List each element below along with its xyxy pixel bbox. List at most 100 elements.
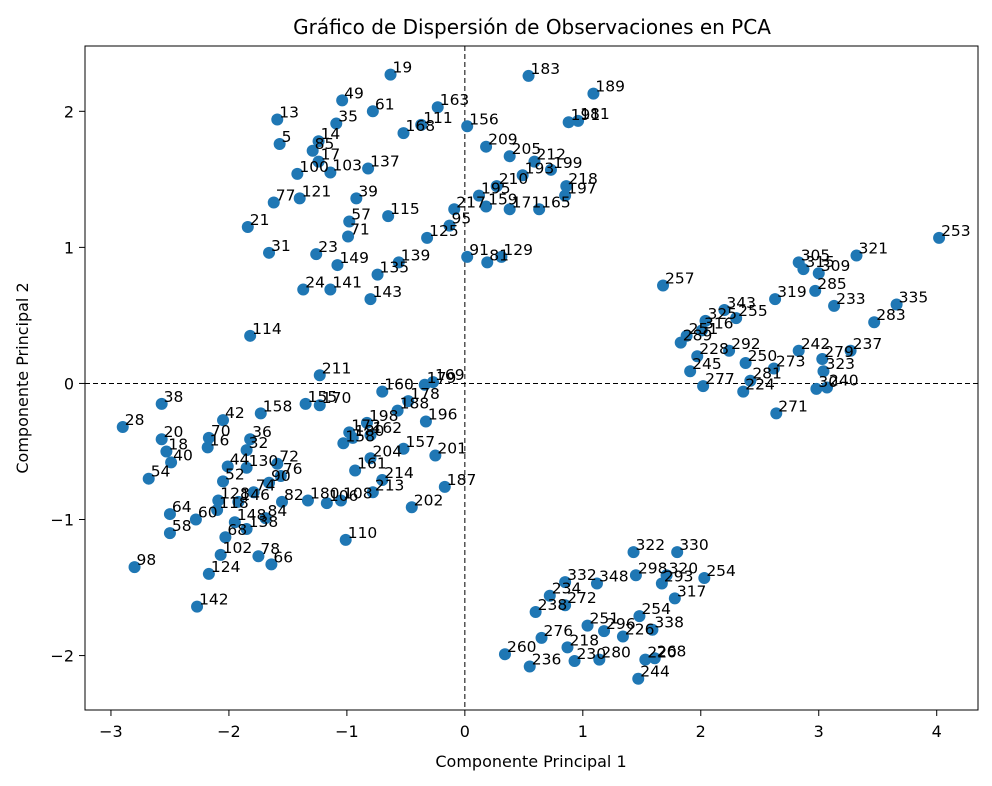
- point-label: 159: [488, 191, 518, 209]
- scatter-points: [116, 68, 946, 685]
- scatter-point: [481, 256, 494, 269]
- point-label: 42: [225, 404, 245, 422]
- point-label: 111: [423, 109, 453, 127]
- point-label: 325: [707, 305, 737, 323]
- scatter-point: [593, 653, 606, 666]
- point-label: 44: [230, 450, 250, 468]
- point-label: 332: [567, 566, 597, 584]
- scatter-point: [306, 144, 319, 157]
- scatter-point: [533, 203, 546, 216]
- scatter-point: [312, 155, 325, 168]
- point-label: 233: [836, 290, 866, 308]
- point-label: 315: [805, 253, 835, 271]
- point-label: 20: [164, 423, 184, 441]
- point-label: 178: [410, 385, 440, 403]
- point-label: 110: [348, 524, 378, 542]
- point-label: 188: [400, 395, 430, 413]
- scatter-point: [817, 365, 830, 378]
- scatter-point: [310, 248, 323, 261]
- scatter-point: [691, 350, 704, 363]
- point-label: 234: [552, 580, 582, 598]
- scatter-point: [429, 449, 442, 462]
- x-axis-ticks: −3 −2 −1 0 1 2 3 4: [99, 710, 942, 741]
- scatter-point: [273, 137, 286, 150]
- scatter-point: [364, 429, 377, 442]
- point-label: 268: [657, 642, 687, 660]
- scatter-point: [339, 533, 352, 546]
- point-label: 66: [273, 548, 293, 566]
- point-label: 149: [339, 249, 369, 267]
- scatter-point: [671, 546, 684, 559]
- point-label: 13: [279, 103, 299, 121]
- scatter-point: [155, 397, 168, 410]
- chart-title: Gráfico de Dispersión de Observaciones e…: [293, 15, 771, 39]
- point-label: 330: [679, 536, 709, 554]
- point-label: 343: [726, 294, 756, 312]
- scatter-point: [297, 283, 310, 296]
- scatter-point: [769, 293, 782, 306]
- point-label: 28: [125, 411, 145, 429]
- scatter-point: [528, 155, 541, 168]
- scatter-point: [163, 527, 176, 540]
- point-label: 244: [640, 663, 670, 681]
- scatter-point: [767, 362, 780, 375]
- point-label: 276: [544, 622, 574, 640]
- point-label: 19: [393, 59, 413, 77]
- scatter-point: [324, 166, 337, 179]
- scatter-point: [128, 561, 141, 574]
- point-label: 280: [601, 644, 631, 662]
- scatter-point: [561, 641, 574, 654]
- scatter-point: [240, 461, 253, 474]
- scatter-point: [247, 486, 260, 499]
- point-label: 240: [829, 372, 859, 390]
- point-label: 220: [647, 644, 677, 662]
- scatter-point: [572, 114, 585, 127]
- point-label: 201: [437, 440, 467, 458]
- scatter-point: [718, 303, 731, 316]
- point-label: 298: [638, 559, 668, 577]
- point-label: 30: [818, 373, 838, 391]
- scatter-point: [155, 433, 168, 446]
- point-label: 162: [372, 419, 402, 437]
- point-label: 157: [406, 433, 436, 451]
- scatter-point: [382, 210, 395, 223]
- point-label: 348: [599, 567, 629, 585]
- scatter-point: [844, 344, 857, 357]
- scatter-point: [346, 431, 359, 444]
- point-label: 272: [567, 589, 597, 607]
- point-label: 199: [553, 154, 583, 172]
- scatter-point: [214, 548, 227, 561]
- scatter-point: [730, 312, 743, 325]
- point-label: 338: [654, 614, 684, 632]
- scatter-point: [490, 180, 503, 193]
- point-label: 245: [692, 355, 722, 373]
- scatter-point: [632, 672, 645, 685]
- point-label: 106: [329, 487, 359, 505]
- point-label: 102: [223, 539, 253, 557]
- scatter-point: [598, 625, 611, 638]
- scatter-point: [633, 610, 646, 623]
- scatter-point: [391, 404, 404, 417]
- point-label: 98: [137, 551, 157, 569]
- point-label: 305: [801, 246, 831, 264]
- point-label: 257: [665, 269, 695, 287]
- point-label: 142: [199, 591, 229, 609]
- point-label: 211: [322, 359, 352, 377]
- point-label: 212: [536, 146, 566, 164]
- point-label: 198: [369, 407, 399, 425]
- scatter-point: [221, 460, 234, 473]
- scatter-point: [267, 196, 280, 209]
- scatter-point: [516, 169, 529, 182]
- point-label: 39: [358, 182, 378, 200]
- scatter-point: [291, 167, 304, 180]
- scatter-point: [217, 475, 230, 488]
- scatter-point: [191, 600, 204, 613]
- x-axis-label: Componente Principal 1: [435, 752, 626, 771]
- scatter-point: [301, 494, 314, 507]
- scatter-point: [657, 279, 670, 292]
- scatter-point: [360, 416, 373, 429]
- point-label: 160: [384, 376, 414, 394]
- point-label: 210: [499, 170, 529, 188]
- point-label: 319: [777, 283, 807, 301]
- point-label: 32: [249, 434, 269, 452]
